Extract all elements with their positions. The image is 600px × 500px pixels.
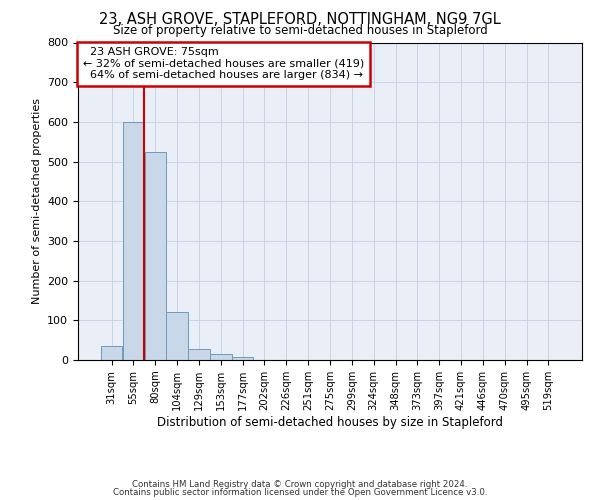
- Bar: [166, 312, 188, 360]
- Y-axis label: Number of semi-detached properties: Number of semi-detached properties: [32, 98, 41, 304]
- Bar: [210, 354, 232, 360]
- Bar: [123, 122, 144, 360]
- Text: Contains public sector information licensed under the Open Government Licence v3: Contains public sector information licen…: [113, 488, 487, 497]
- Text: 23 ASH GROVE: 75sqm
← 32% of semi-detached houses are smaller (419)
  64% of sem: 23 ASH GROVE: 75sqm ← 32% of semi-detach…: [83, 48, 364, 80]
- Bar: [188, 350, 209, 360]
- Bar: [101, 346, 122, 360]
- Text: 23, ASH GROVE, STAPLEFORD, NOTTINGHAM, NG9 7GL: 23, ASH GROVE, STAPLEFORD, NOTTINGHAM, N…: [99, 12, 501, 28]
- Bar: [232, 357, 253, 360]
- X-axis label: Distribution of semi-detached houses by size in Stapleford: Distribution of semi-detached houses by …: [157, 416, 503, 428]
- Text: Contains HM Land Registry data © Crown copyright and database right 2024.: Contains HM Land Registry data © Crown c…: [132, 480, 468, 489]
- Bar: [145, 152, 166, 360]
- Text: Size of property relative to semi-detached houses in Stapleford: Size of property relative to semi-detach…: [113, 24, 487, 37]
